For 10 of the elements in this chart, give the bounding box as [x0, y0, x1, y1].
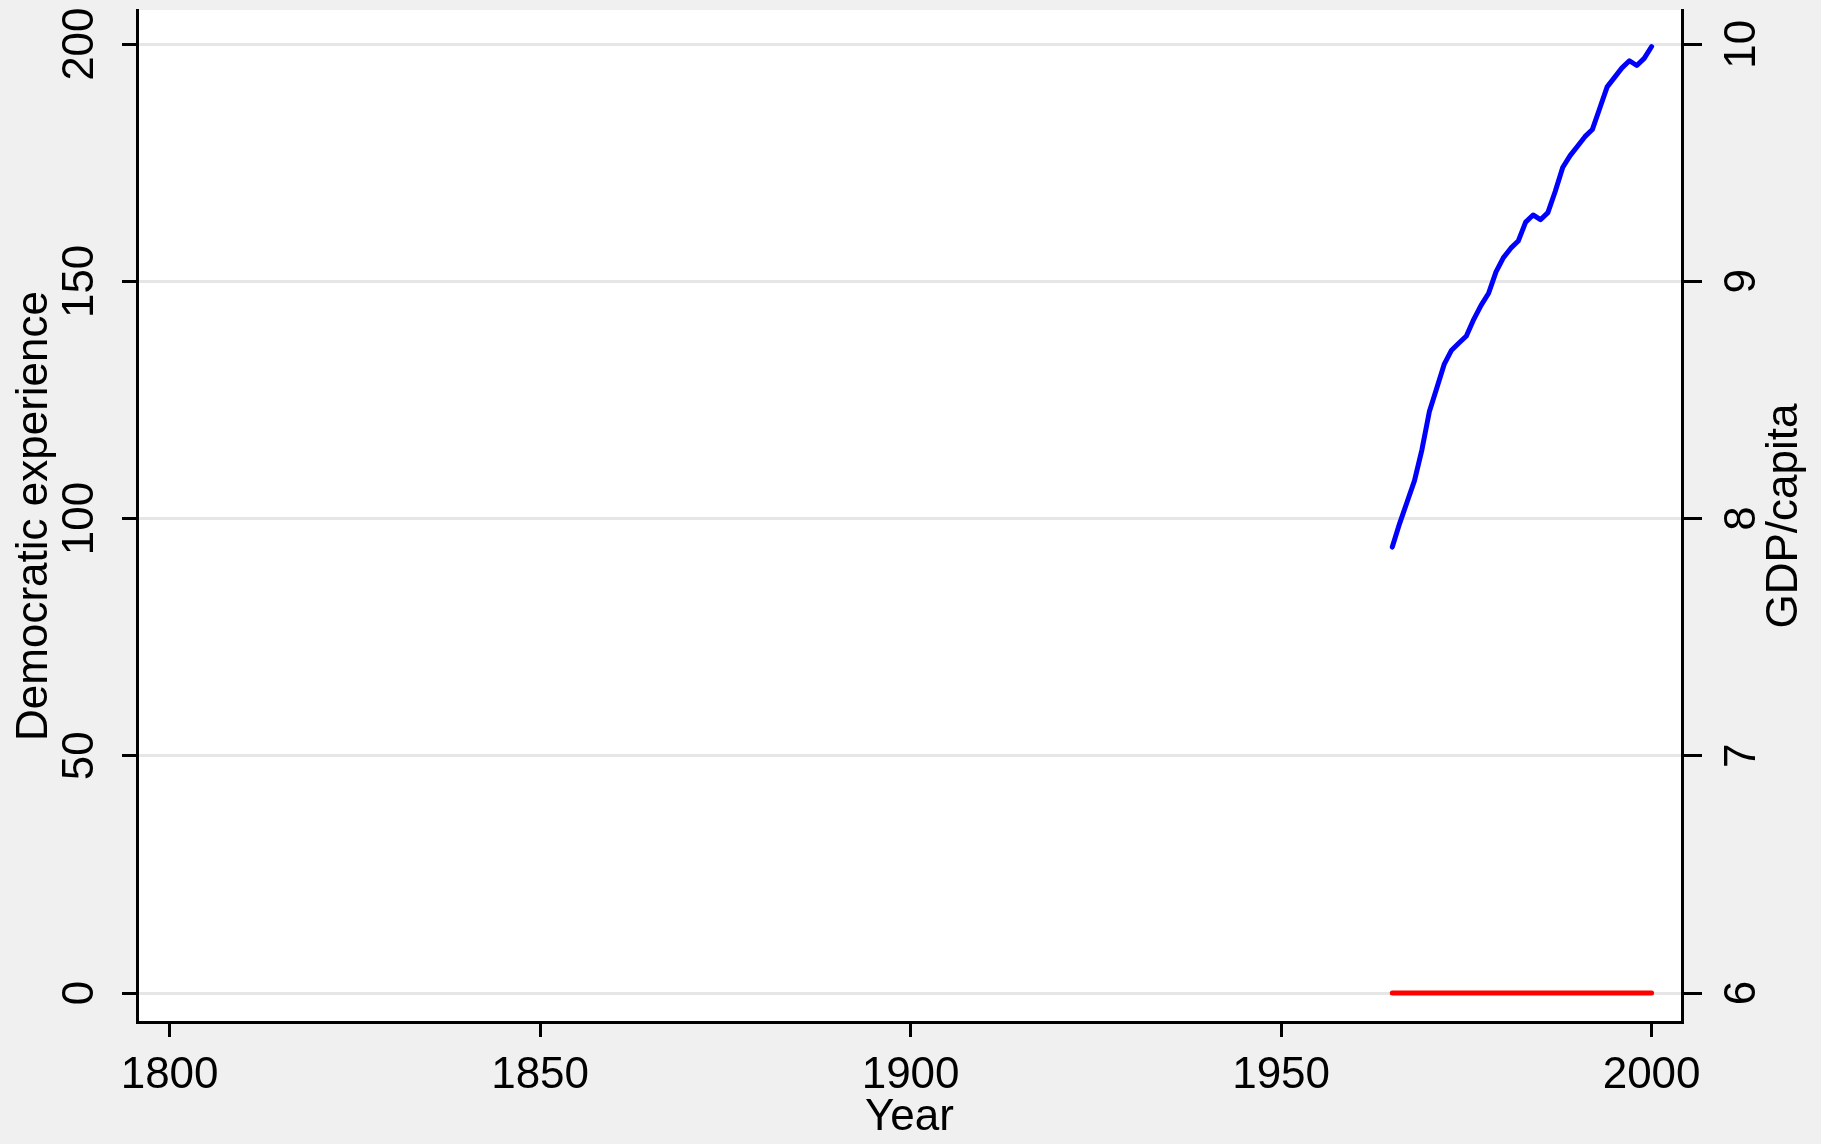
y2-tick-label: 6: [1714, 980, 1764, 1006]
y2-tick-label: 7: [1714, 743, 1764, 769]
y-tick-label: 0: [53, 980, 103, 1006]
y-tick-label: 200: [53, 7, 103, 81]
x-tick-label: 2000: [1602, 1047, 1701, 1097]
y2-tick-label: 9: [1714, 269, 1764, 294]
x-tick-label: 1850: [491, 1047, 590, 1097]
x-tick-label: 1950: [1232, 1047, 1331, 1097]
y2-tick-label: 10: [1714, 19, 1764, 69]
x-tick-label: 1800: [120, 1047, 219, 1097]
